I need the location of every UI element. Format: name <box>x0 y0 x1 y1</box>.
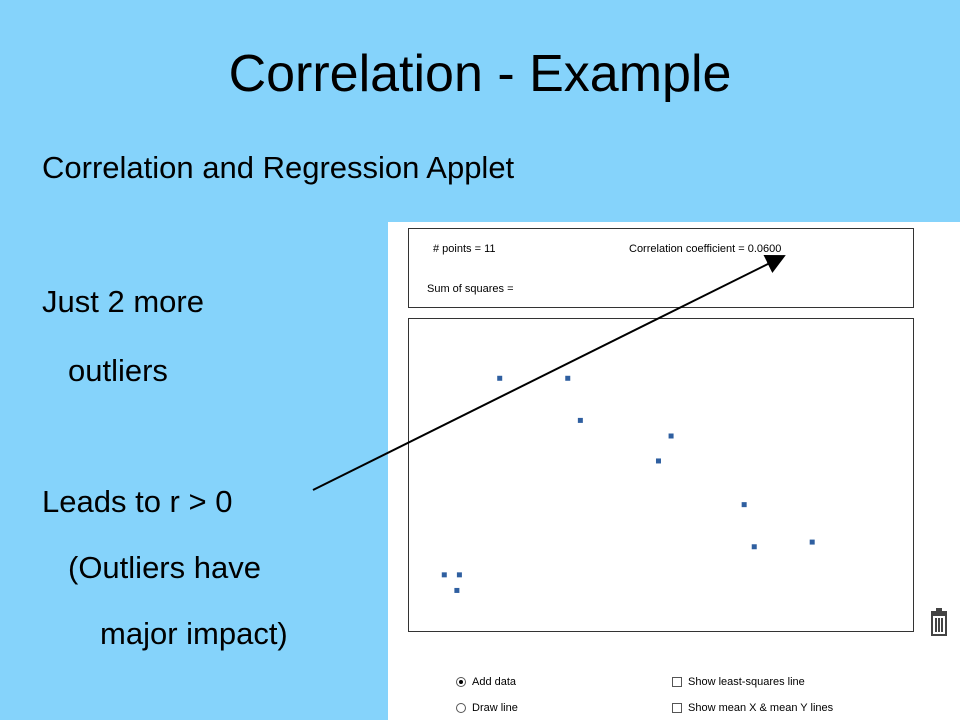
data-point[interactable] <box>441 572 447 578</box>
bullet-line-4: (Outliers have <box>68 550 261 585</box>
bullet-line-2: outliers <box>68 353 168 388</box>
correlation-coefficient: Correlation coefficient = 0.0600 <box>629 243 782 255</box>
mean-lines-label: Show mean X & mean Y lines <box>688 702 834 714</box>
draw-line-option[interactable]: Draw line <box>456 702 518 714</box>
least-squares-checkbox[interactable] <box>672 677 682 687</box>
least-squares-label: Show least-squares line <box>688 676 805 688</box>
sum-of-squares: Sum of squares = <box>427 283 514 295</box>
data-point[interactable] <box>497 375 503 381</box>
draw-line-label: Draw line <box>472 702 518 714</box>
data-point[interactable] <box>456 572 462 578</box>
trash-icon[interactable] <box>928 606 950 636</box>
add-data-label: Add data <box>472 676 517 688</box>
data-point[interactable] <box>655 458 661 464</box>
data-point[interactable] <box>809 539 815 545</box>
mean-lines-option[interactable]: Show mean X & mean Y lines <box>672 702 833 714</box>
points-count: # points = 11 <box>433 243 496 255</box>
data-point[interactable] <box>565 375 571 381</box>
mean-lines-checkbox[interactable] <box>672 703 682 713</box>
scatter-plot-area[interactable] <box>408 318 914 632</box>
data-point[interactable] <box>751 544 757 550</box>
bullet-line-5: major impact) <box>100 616 288 651</box>
data-point[interactable] <box>668 433 674 439</box>
data-point[interactable] <box>741 502 747 508</box>
data-point[interactable] <box>454 587 460 593</box>
data-point[interactable] <box>577 417 583 423</box>
regression-applet: # points = 11 Correlation coefficient = … <box>388 222 960 720</box>
stats-panel: # points = 11 Correlation coefficient = … <box>408 228 914 308</box>
add-data-radio[interactable] <box>456 677 466 687</box>
add-data-option[interactable]: Add data <box>456 676 516 688</box>
slide-title: Correlation - Example <box>228 45 732 103</box>
bullet-line-3: Leads to r > 0 <box>42 484 233 519</box>
draw-line-radio[interactable] <box>456 703 466 713</box>
bullet-line-1: Just 2 more <box>42 284 204 319</box>
least-squares-option[interactable]: Show least-squares line <box>672 676 805 688</box>
slide-subtitle: Correlation and Regression Applet <box>42 150 515 185</box>
scatter-plot[interactable] <box>409 319 913 631</box>
